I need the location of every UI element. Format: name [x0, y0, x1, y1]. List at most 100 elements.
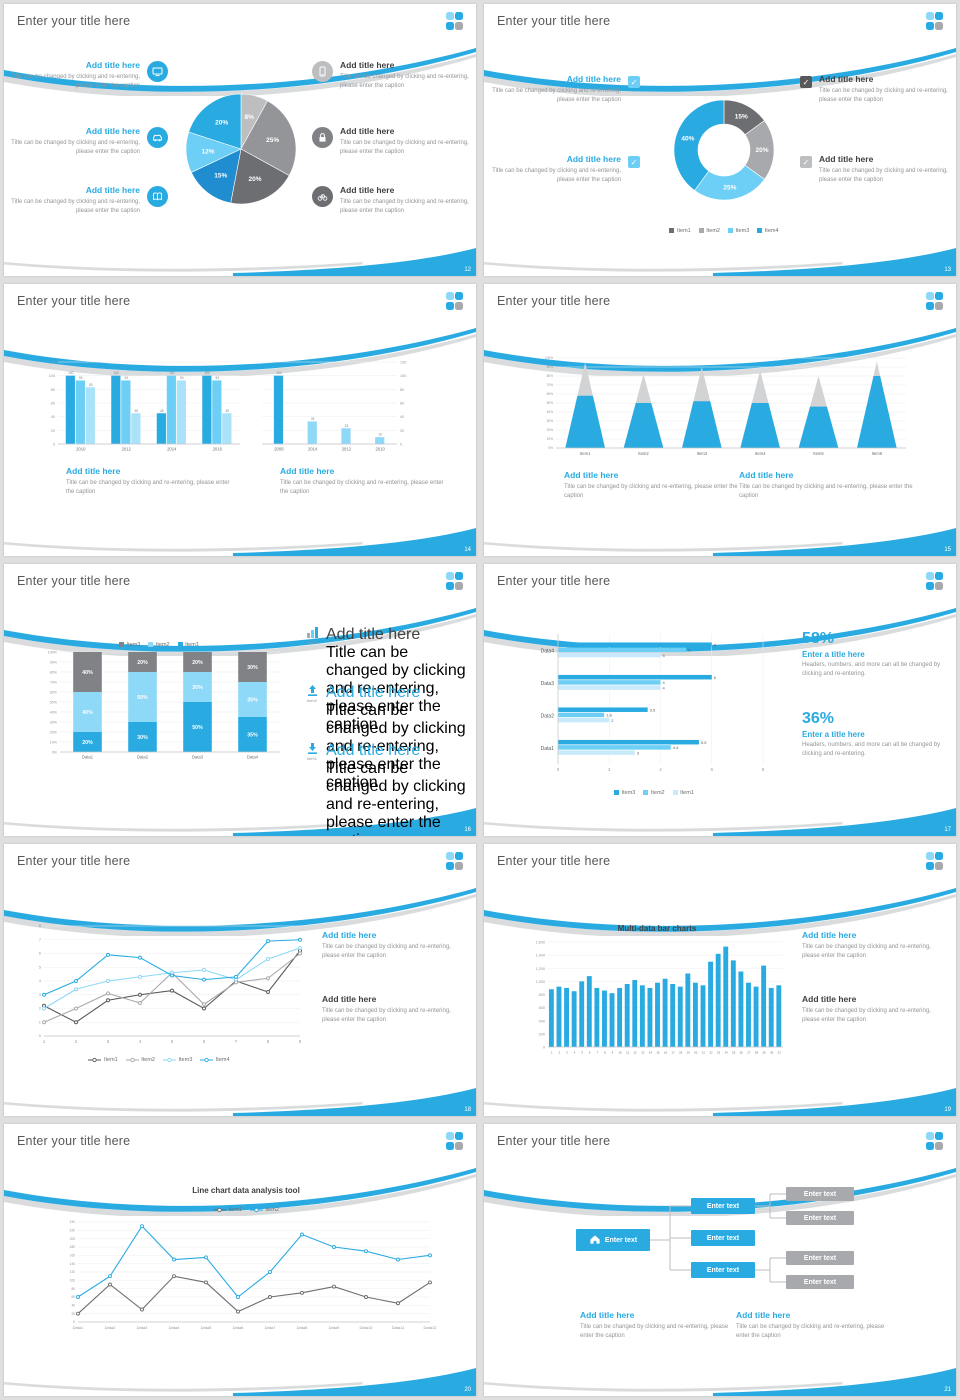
- node-label: Enter text: [604, 1236, 638, 1244]
- branch-node: Enter text: [691, 1230, 755, 1246]
- svg-text:1,400: 1,400: [535, 954, 545, 958]
- svg-text:40%: 40%: [82, 710, 93, 716]
- slide-thumbnail-13[interactable]: Enter your title here Add title here Titl…: [484, 4, 956, 276]
- svg-text:7: 7: [235, 1039, 238, 1044]
- svg-text:2012: 2012: [342, 447, 352, 452]
- block-title: Add title here: [326, 626, 421, 643]
- feature-block: Add title here Title can be changed by cl…: [488, 74, 640, 105]
- chart-legend: Item1 Item2 Item3 Item4: [616, 220, 832, 238]
- slide-header: Enter your title here: [484, 284, 956, 318]
- block-title: Add title here: [326, 684, 421, 701]
- footer-swoosh: [484, 248, 956, 276]
- slide-thumbnail-19[interactable]: Enter your title here Multi-data bar cha…: [484, 844, 956, 1116]
- svg-text:8%: 8%: [245, 114, 255, 121]
- icon-label: Item3: [306, 640, 317, 645]
- block-caption: Title can be changed by clicking and re-…: [739, 483, 913, 499]
- text-block: Add title here Title can be changed by c…: [564, 470, 739, 501]
- svg-text:26: 26: [740, 1051, 744, 1055]
- svg-text:1: 1: [39, 1019, 42, 1024]
- svg-text:20%: 20%: [215, 120, 228, 127]
- page-number: 14: [464, 547, 471, 553]
- svg-text:1: 1: [551, 1051, 553, 1055]
- svg-text:140: 140: [70, 1262, 76, 1266]
- svg-text:10: 10: [618, 1051, 622, 1055]
- svg-text:120: 120: [70, 1270, 76, 1274]
- svg-text:33: 33: [311, 417, 315, 421]
- svg-text:2012: 2012: [122, 447, 132, 452]
- slide-thumbnail-17[interactable]: Enter your title here 0 2 4 6 8 Data1 5.5 4.4 3 D…: [484, 564, 956, 836]
- svg-text:2: 2: [608, 767, 611, 772]
- svg-text:25: 25: [732, 1051, 736, 1055]
- slide-header: Enter your title here: [4, 4, 476, 38]
- svg-text:180: 180: [70, 1245, 76, 1249]
- text-block: Add title here Title can be changed by c…: [66, 466, 236, 497]
- svg-text:25%: 25%: [723, 185, 736, 192]
- pyramid-chart: 0% 10% 20% 30% 40% 50% 60% 70% 80% 90% 100% Item1 It…: [545, 356, 906, 456]
- svg-text:2: 2: [75, 1039, 78, 1044]
- slide-thumbnail-14[interactable]: Enter your title here 0 20 40 60 80 100 120 100…: [4, 284, 476, 556]
- connector-lines: [650, 1193, 786, 1283]
- svg-text:60: 60: [51, 402, 55, 406]
- bar-chart-icon: Item3: [304, 626, 320, 645]
- svg-text:20%: 20%: [547, 428, 554, 432]
- checkbox-icon: ✓: [628, 76, 640, 88]
- slide-header: Enter your title here: [4, 564, 476, 598]
- bicycle-icon: [312, 186, 333, 207]
- block-caption: Title can be changed by clicking and re-…: [280, 479, 444, 495]
- branch-node: Enter text: [691, 1262, 755, 1278]
- block-title: Add title here: [66, 466, 121, 476]
- svg-text:93: 93: [215, 376, 219, 380]
- slide-title: Enter your title here: [17, 1134, 131, 1148]
- feature-block: Add title here Title can be changed by cl…: [8, 60, 168, 91]
- svg-text:19: 19: [687, 1051, 691, 1055]
- slide-thumbnail-16[interactable]: Enter your title here Item3 Item2 Item1 0%…: [4, 564, 476, 836]
- svg-text:0: 0: [53, 443, 55, 447]
- slide-title: Enter your title here: [497, 294, 611, 308]
- slide-thumbnail-20[interactable]: Enter your title here Line chart data an…: [4, 1124, 476, 1396]
- feature-block: ✓ Add title here Title can be changed by …: [800, 154, 952, 185]
- svg-text:100: 100: [68, 371, 74, 375]
- text-block: Add title here Title can be changed by c…: [736, 1310, 886, 1341]
- svg-text:8: 8: [39, 923, 42, 928]
- svg-text:6: 6: [39, 951, 42, 956]
- svg-text:10%: 10%: [50, 740, 58, 744]
- svg-text:3: 3: [637, 750, 640, 755]
- svg-text:0: 0: [543, 1046, 545, 1050]
- svg-text:Data4: Data4: [169, 1325, 180, 1330]
- svg-text:15%: 15%: [214, 172, 227, 179]
- svg-text:30%: 30%: [50, 720, 58, 724]
- svg-text:5: 5: [39, 964, 42, 969]
- svg-text:Data6: Data6: [233, 1325, 244, 1330]
- block-title: Add title here: [819, 74, 874, 84]
- svg-text:2014: 2014: [308, 447, 318, 452]
- svg-text:Data4: Data4: [247, 755, 259, 760]
- svg-text:Data1: Data1: [82, 755, 94, 760]
- block-caption: Title can be changed by clicking and re-…: [580, 1323, 729, 1339]
- block-caption: Title can be changed by clicking and re-…: [340, 139, 469, 155]
- upload-icon: Item2: [304, 684, 320, 703]
- leaf-node: Enter text: [786, 1187, 854, 1201]
- svg-text:50%: 50%: [137, 695, 148, 701]
- slide-thumbnail-12[interactable]: Enter your title here Add title here Titl…: [4, 4, 476, 276]
- svg-text:Data3: Data3: [137, 1325, 148, 1330]
- svg-text:20%: 20%: [82, 740, 93, 746]
- brand-logo-icon: [925, 12, 943, 30]
- svg-text:40: 40: [71, 1304, 75, 1308]
- slide-thumbnail-21[interactable]: Enter your title here Enter text Enter t…: [484, 1124, 956, 1396]
- feature-block: Add title here Title can be changed by cl…: [312, 185, 472, 216]
- svg-text:17: 17: [672, 1051, 676, 1055]
- slide-header: Enter your title here: [4, 284, 476, 318]
- slide-header: Enter your title here: [484, 4, 956, 38]
- brand-logo-icon: [445, 852, 463, 870]
- svg-text:80: 80: [71, 1287, 75, 1291]
- slide-thumbnail-15[interactable]: Enter your title here 0% 10% 20% 30% 40% 50% 6…: [484, 284, 956, 556]
- svg-text:1,600: 1,600: [535, 941, 545, 945]
- svg-text:93: 93: [124, 376, 128, 380]
- block-title: Add title here: [322, 994, 377, 1004]
- stacked-bar-chart: 0% 10% 20% 30% 40% 50% 60% 70% 80% 90% 100% 20% 40% 4…: [48, 650, 280, 760]
- svg-text:0: 0: [73, 1320, 75, 1324]
- stat-title: Enter a title here: [802, 730, 865, 739]
- lock-icon: [312, 127, 333, 148]
- slide-title: Enter your title here: [497, 1134, 611, 1148]
